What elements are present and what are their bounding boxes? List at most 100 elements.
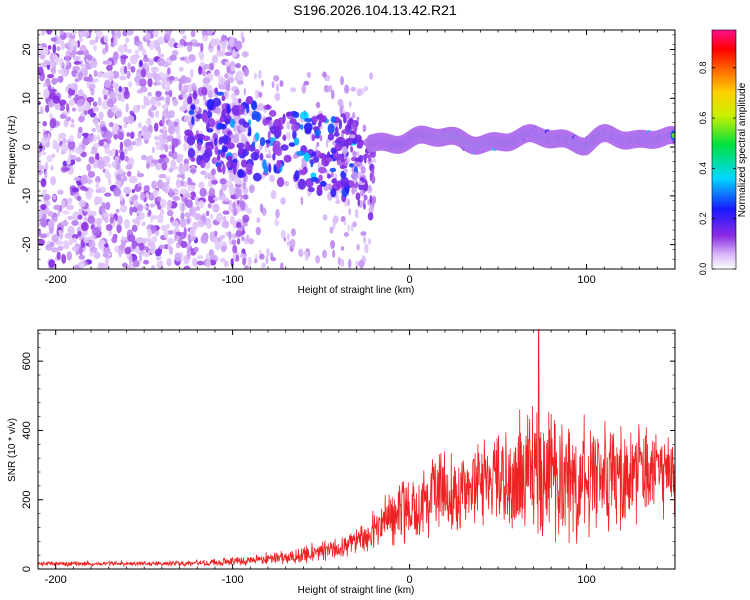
spectrogram-speckle	[352, 112, 356, 119]
spectrogram-speckle	[129, 131, 135, 139]
spectrogram-cluster	[199, 159, 206, 169]
spectrogram-speckle	[303, 251, 310, 256]
spectrogram-speckle	[290, 228, 296, 237]
spectrogram-speckle	[164, 156, 170, 164]
spectrogram-speckle	[95, 36, 99, 44]
spectrogram-cluster	[218, 137, 224, 145]
spectrogram-speckle	[172, 98, 179, 107]
spectrogram-speckle	[79, 230, 87, 236]
spectrogram-speckle	[68, 237, 74, 246]
spectrogram-speckle	[169, 246, 174, 255]
spectrogram-speckle	[184, 193, 192, 199]
spectrogram-cluster	[371, 167, 375, 177]
spectrogram-cluster	[267, 130, 271, 141]
spectrogram-speckle	[78, 115, 85, 123]
spectrogram-speckle	[93, 44, 97, 52]
spectrogram-speckle	[96, 134, 101, 141]
spectrogram-speckle	[152, 189, 159, 197]
spectrogram-speckle	[192, 221, 199, 230]
spectrogram-speckle	[103, 246, 111, 253]
spectrogram-speckle	[77, 214, 83, 220]
spectrogram-speckle	[164, 187, 169, 194]
spectrogram-speckle	[66, 204, 74, 211]
spectrogram-cluster	[359, 189, 365, 197]
spectrogram-cluster	[348, 117, 354, 124]
spectrogram-speckle	[198, 65, 203, 75]
spectrogram-speckle	[197, 255, 204, 260]
spectrogram-speckle	[208, 193, 216, 204]
spectrogram-speckle	[49, 88, 57, 93]
spectrogram-cluster	[245, 95, 254, 105]
spectrogram-speckle	[114, 155, 120, 163]
spectrogram-speckle	[98, 205, 103, 216]
spectrogram-speckle	[207, 89, 213, 99]
spectrogram-cluster	[265, 116, 273, 121]
spectrogram-speckle	[157, 196, 162, 202]
spectrogram-cluster	[187, 147, 196, 158]
spectrogram-speckle	[155, 110, 159, 118]
spectrogram-cluster	[221, 163, 226, 175]
spectrogram-cluster	[238, 146, 243, 156]
spectrogram-speckle	[103, 213, 110, 218]
spectrogram-speckle	[184, 196, 188, 206]
spectrogram-speckle	[147, 77, 153, 88]
spectrogram-speckle	[70, 51, 76, 58]
spectrogram-speckle	[65, 86, 69, 93]
spectrogram-speckle	[111, 161, 117, 168]
spectrogram-speckle	[66, 103, 70, 112]
spectrogram-speckle	[105, 224, 113, 232]
spectrogram-speckle	[162, 131, 168, 141]
spectrogram-speckle	[339, 75, 345, 86]
snr-xtick-label: -100	[222, 574, 244, 586]
spectrogram-speckle	[131, 141, 136, 146]
spectrogram-speckle	[154, 122, 159, 132]
spectrogram-cluster	[362, 199, 366, 205]
spectrogram-speckle	[354, 208, 359, 219]
spectrogram-speckle	[72, 66, 80, 71]
spectrogram-speckle	[92, 101, 98, 107]
spectrogram-speckle	[50, 37, 58, 42]
spectrogram-speckle	[51, 153, 56, 158]
spectrogram-speckle	[221, 41, 226, 51]
spectrogram-speckle	[56, 251, 61, 260]
spectrogram-speckle	[221, 34, 226, 42]
spectrogram-speckle	[245, 234, 250, 242]
spectrogram-cluster	[205, 142, 214, 151]
spectrogram-speckle	[117, 215, 123, 225]
spectrogram-speckle	[364, 243, 369, 254]
spectrogram-cluster	[288, 142, 296, 147]
spectrogram-speckle	[322, 71, 327, 78]
spectrogram-cluster	[352, 150, 356, 157]
spectrogram-speckle	[49, 112, 53, 119]
colorbar-tick-label: 0.0	[698, 263, 708, 276]
spectrogram-cluster	[292, 111, 300, 119]
spectrogram-speckle	[222, 210, 230, 215]
spectrogram-speckle	[150, 105, 157, 111]
spectrogram-speckle	[52, 53, 58, 61]
spectrogram-speckle	[44, 170, 48, 179]
spectrogram-speckle	[125, 103, 129, 113]
spectrogram-speckle	[221, 220, 230, 229]
spectrogram-cluster	[226, 130, 232, 136]
spectrogram-speckle	[120, 236, 127, 241]
spectrogram-speckle	[131, 188, 136, 194]
spectrogram-cluster	[216, 122, 223, 130]
snr-xtick-label: 0	[407, 574, 413, 586]
spectrogram-speckle	[143, 205, 148, 210]
spectrogram-speckle	[66, 251, 73, 261]
spectrogram-speckle	[208, 187, 216, 197]
spectrogram-speckle	[76, 50, 85, 56]
spectrogram-speckle	[340, 246, 345, 251]
spectrogram-speckle	[228, 230, 232, 240]
spectrogram-speckle	[183, 158, 189, 165]
spectrogram-cluster	[251, 110, 259, 120]
spectrogram-speckle	[201, 30, 206, 37]
snr-series-line	[38, 330, 675, 568]
spectrogram-speckle	[119, 151, 125, 161]
spectrogram-speckle	[102, 88, 108, 96]
spectrogram-cluster	[229, 118, 236, 128]
spectrogram-speckle	[134, 35, 140, 42]
spectrogram-cluster	[201, 111, 208, 122]
spectrogram-speckle	[243, 87, 247, 96]
